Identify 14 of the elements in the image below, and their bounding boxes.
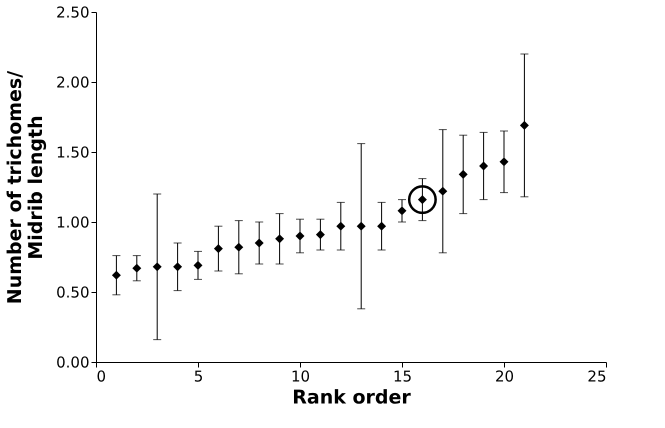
- y-tick-label: 2.50: [56, 4, 90, 22]
- x-tick-label: 25: [587, 368, 606, 386]
- x-axis-title: Rank order: [292, 386, 412, 408]
- x-tick-label: 5: [194, 368, 204, 386]
- y-tick-label: 1.00: [56, 214, 90, 232]
- y-axis-title: Number of trichomes/ Midrib length: [4, 70, 48, 304]
- y-tick-label: 1.50: [56, 144, 90, 162]
- y-tick-label: 2.00: [56, 74, 90, 92]
- x-tick-label: 20: [494, 368, 514, 386]
- x-tick-label: 10: [290, 368, 310, 386]
- x-tick-label: 15: [392, 368, 412, 386]
- y-tick-label: 0.00: [56, 354, 90, 372]
- x-tick-label: 0: [96, 368, 106, 386]
- y-tick-label: 0.50: [56, 284, 90, 302]
